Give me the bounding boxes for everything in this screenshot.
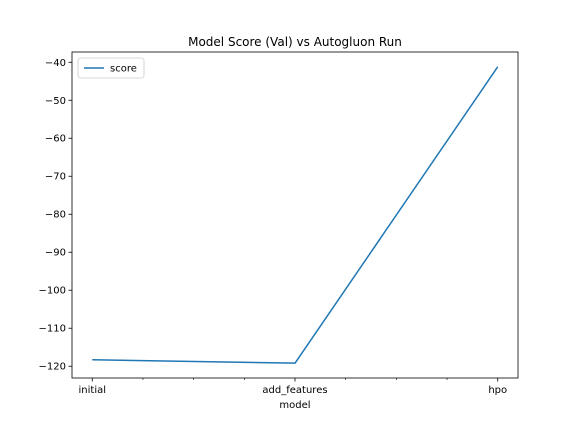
y-tick-label: −40	[45, 58, 66, 69]
plot-area: −120 −110 −100 −90 −80 −70 −60 −50 −40 initial add…	[39, 51, 519, 396]
axes-frame	[71, 51, 519, 379]
y-tick-label: −80	[45, 210, 66, 221]
y-tick-label: −100	[39, 286, 66, 297]
y-tick-label: −110	[39, 324, 66, 335]
y-tick-label: −60	[45, 134, 66, 145]
legend-label-score: score	[110, 64, 137, 75]
y-tick-label: −50	[45, 96, 66, 107]
x-tick-label: add_features	[262, 385, 327, 396]
chart-title: Model Score (Val) vs Autogluon Run	[188, 35, 402, 49]
legend: score	[77, 57, 145, 79]
x-tick-label: initial	[79, 385, 107, 396]
x-axis-label: model	[279, 400, 310, 411]
y-tick-label: −70	[45, 172, 66, 183]
x-tick-label: hpo	[488, 385, 507, 396]
legend-box	[77, 57, 145, 79]
y-tick-label: −90	[45, 248, 66, 259]
series-line-score	[92, 66, 499, 364]
y-tick-label: −120	[39, 362, 66, 373]
